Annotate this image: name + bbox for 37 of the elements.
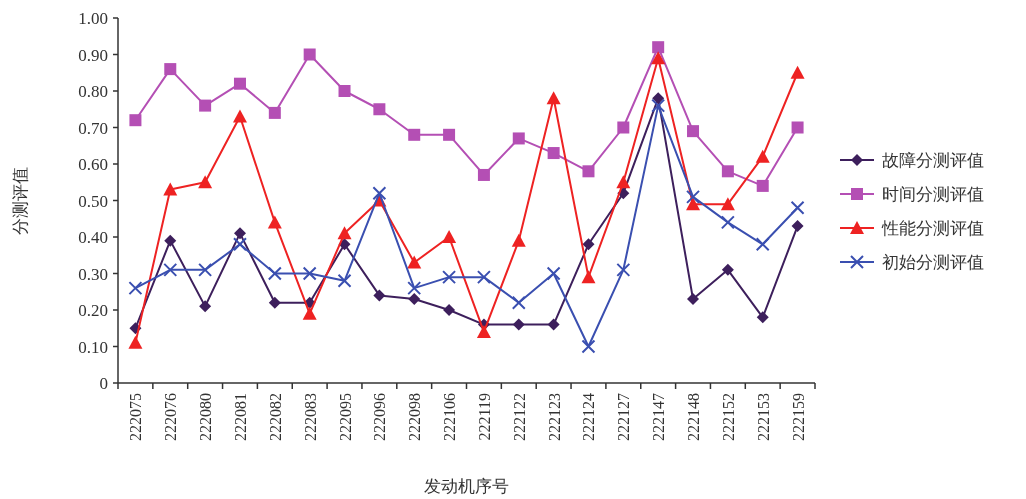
legend-label: 性能分测评值	[881, 219, 984, 238]
y-tick-label: 0.70	[78, 118, 108, 138]
x-tick-label: 222147	[650, 393, 668, 441]
y-tick-label: 0.80	[78, 82, 108, 101]
y-tick-label: 0.90	[78, 45, 108, 65]
x-tick-label: 222076	[162, 393, 180, 441]
x-tick-label: 222153	[754, 393, 772, 441]
x-tick-label: 222098	[406, 393, 424, 441]
y-tick-label: 0.50	[78, 191, 108, 211]
x-tick-label: 222080	[197, 393, 215, 441]
legend-label: 故障分测评值	[882, 151, 984, 170]
x-tick-label: 222081	[231, 393, 249, 441]
x-tick-label: 222096	[371, 393, 389, 441]
legend-label: 初始分测评值	[882, 253, 984, 272]
y-tick-label: 0.30	[78, 264, 108, 284]
x-tick-label: 222119	[475, 393, 493, 441]
x-tick-label: 222159	[789, 393, 807, 441]
x-tick-label: 222124	[580, 393, 598, 441]
y-tick-label: 0.20	[78, 301, 108, 320]
x-axis-title: 发动机序号	[424, 477, 509, 496]
y-tick-label: 1.00	[78, 9, 108, 28]
legend-label: 时间分测评值	[882, 185, 984, 204]
x-tick-label: 222123	[545, 393, 563, 441]
x-tick-label: 222127	[615, 393, 633, 441]
x-tick-label: 222152	[719, 393, 737, 441]
x-tick-label: 222106	[441, 393, 459, 441]
y-tick-label: 0.60	[78, 155, 108, 174]
x-tick-label: 222075	[127, 393, 145, 441]
y-axis-title: 分测评值	[11, 166, 30, 235]
y-tick-label: 0.40	[78, 228, 108, 247]
x-tick-label: 222095	[336, 393, 354, 441]
y-tick-label: 0	[99, 374, 108, 393]
x-tick-label: 222083	[301, 393, 319, 441]
y-tick-label: 0.10	[78, 337, 108, 357]
x-tick-label: 222148	[685, 393, 703, 441]
x-tick-label: 222082	[266, 393, 284, 441]
x-tick-label: 222122	[510, 393, 528, 441]
